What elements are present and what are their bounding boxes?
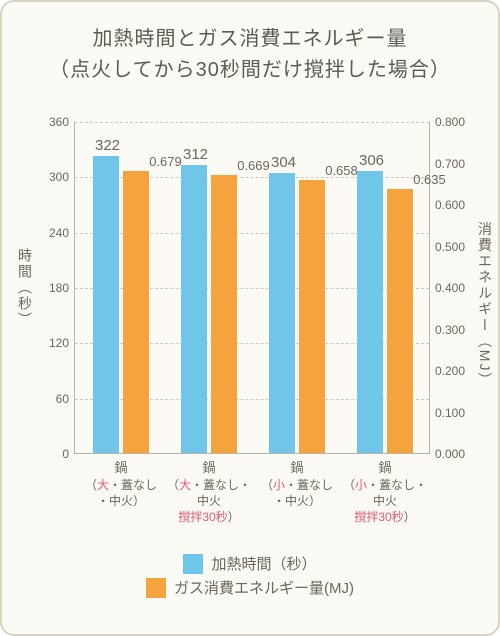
bar-value-time: 306: [349, 152, 394, 171]
bar-energy: 0.658: [299, 180, 325, 453]
legend-swatch-time: [183, 554, 203, 574]
chart-title: 加熱時間とガス消費エネルギー量 （点火してから30秒間だけ撹拌した場合）: [2, 24, 498, 86]
bar-value-energy: 0.635: [407, 172, 452, 189]
x-category-label: 鍋（小・蓋なし・中火撹拌30秒）: [339, 453, 431, 525]
y-tick-right: 0.600: [429, 198, 475, 212]
y-tick-left: 360: [35, 115, 75, 129]
x-category-label: 鍋（大・蓋なし・中火）: [75, 453, 167, 509]
y-tick-left: 300: [35, 170, 75, 184]
y-tick-left: 60: [35, 392, 75, 406]
bar-value-time: 322: [85, 137, 130, 156]
plot-area: 時間（秒） 消費エネルギー（MJ） 0601201802403003600.00…: [74, 122, 430, 454]
bar-value-time: 312: [173, 146, 218, 165]
y-tick-left: 180: [35, 281, 75, 295]
y-axis-right-label: 消費エネルギー（MJ）: [475, 221, 495, 386]
bar-energy: 0.679: [123, 171, 149, 453]
x-category-label: 鍋（大・蓋なし・中火撹拌30秒）: [163, 453, 255, 525]
legend-item-energy: ガス消費エネルギー量(MJ): [2, 577, 498, 598]
title-line-2: （点火してから30秒間だけ撹拌した場合）: [49, 59, 451, 81]
y-tick-right: 0.000: [429, 447, 475, 461]
legend-label-time: 加熱時間（秒）: [211, 553, 316, 574]
y-tick-right: 0.300: [429, 323, 475, 337]
legend-label-energy: ガス消費エネルギー量(MJ): [174, 577, 354, 598]
bar-energy: 0.669: [211, 175, 237, 453]
y-axis-left-label: 時間（秒）: [15, 248, 35, 328]
y-tick-right: 0.500: [429, 240, 475, 254]
y-tick-right: 0.800: [429, 115, 475, 129]
y-tick-right: 0.400: [429, 281, 475, 295]
bar-time: 306: [357, 171, 383, 453]
y-tick-left: 0: [35, 447, 75, 461]
bar-time: 322: [93, 156, 119, 453]
legend: 加熱時間（秒） ガス消費エネルギー量(MJ): [2, 550, 498, 601]
bar-energy: 0.635: [387, 189, 413, 453]
y-tick-left: 240: [35, 226, 75, 240]
y-tick-left: 120: [35, 336, 75, 350]
x-category-label: 鍋（小・蓋なし・中火）: [251, 453, 343, 509]
bar-time: 312: [181, 165, 207, 453]
y-tick-right: 0.200: [429, 364, 475, 378]
legend-item-time: 加熱時間（秒）: [2, 553, 498, 574]
y-tick-right: 0.700: [429, 157, 475, 171]
bar-time: 304: [269, 173, 295, 453]
gridline: [75, 122, 429, 123]
legend-swatch-energy: [146, 578, 166, 598]
chart-card: 加熱時間とガス消費エネルギー量 （点火してから30秒間だけ撹拌した場合） 時間（…: [0, 0, 500, 636]
y-tick-right: 0.100: [429, 406, 475, 420]
bar-value-time: 304: [261, 154, 306, 173]
title-line-1: 加熱時間とガス消費エネルギー量: [93, 28, 408, 50]
